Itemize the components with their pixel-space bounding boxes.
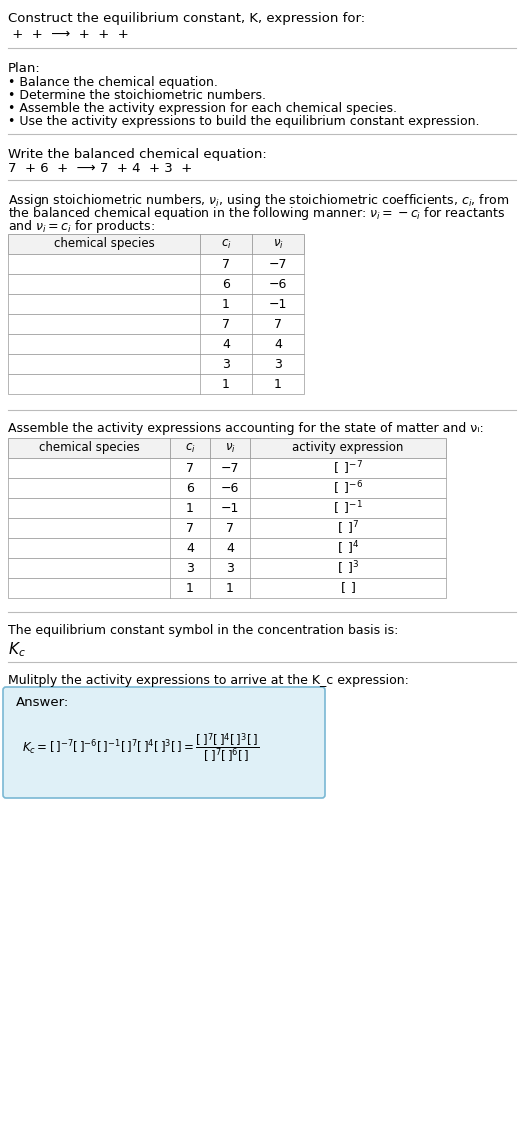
Text: $[\enspace]^{7}$: $[\enspace]^{7}$: [336, 519, 359, 536]
Text: • Use the activity expressions to build the equilibrium constant expression.: • Use the activity expressions to build …: [8, 115, 479, 128]
Bar: [8, 438, 446, 458]
Text: 7: 7: [222, 257, 230, 271]
Bar: [8, 558, 446, 578]
Text: 1: 1: [186, 581, 194, 595]
Bar: [8, 274, 304, 294]
Text: 1: 1: [226, 581, 234, 595]
Bar: [8, 374, 304, 394]
Text: 7: 7: [186, 522, 194, 534]
Text: The equilibrium constant symbol in the concentration basis is:: The equilibrium constant symbol in the c…: [8, 624, 398, 637]
Bar: [8, 314, 304, 334]
Text: $K_c = [\,]^{-7}[\,]^{-6}[\,]^{-1}[\,]^7[\,]^4[\,]^3[\,] = \dfrac{[\,]^7[\,]^4[\: $K_c = [\,]^{-7}[\,]^{-6}[\,]^{-1}[\,]^7…: [22, 732, 259, 764]
Text: • Assemble the activity expression for each chemical species.: • Assemble the activity expression for e…: [8, 102, 397, 115]
Text: Answer:: Answer:: [16, 695, 69, 709]
Text: $[\enspace]^{4}$: $[\enspace]^{4}$: [336, 540, 359, 557]
Bar: [8, 578, 446, 598]
Text: −6: −6: [221, 481, 239, 495]
Text: Write the balanced chemical equation:: Write the balanced chemical equation:: [8, 148, 267, 161]
Text: $[\enspace]$: $[\enspace]$: [340, 580, 356, 595]
Text: $c_i$: $c_i$: [184, 441, 195, 455]
Text: 3: 3: [222, 358, 230, 370]
Bar: [8, 334, 304, 355]
Text: Assign stoichiometric numbers, $\nu_i$, using the stoichiometric coefficients, $: Assign stoichiometric numbers, $\nu_i$, …: [8, 192, 509, 209]
Text: 4: 4: [186, 542, 194, 554]
Text: Plan:: Plan:: [8, 62, 41, 75]
Text: chemical species: chemical species: [39, 441, 139, 455]
Text: 7  + 6  +  ⟶ 7  + 4  + 3  +: 7 + 6 + ⟶ 7 + 4 + 3 +: [8, 161, 196, 175]
Text: 1: 1: [222, 377, 230, 391]
Text: −6: −6: [269, 278, 287, 290]
Text: the balanced chemical equation in the following manner: $\nu_i = -c_i$ for react: the balanced chemical equation in the fo…: [8, 205, 506, 222]
Text: −7: −7: [269, 257, 287, 271]
Text: 3: 3: [226, 561, 234, 575]
Text: 7: 7: [226, 522, 234, 534]
Text: 1: 1: [222, 298, 230, 310]
Text: 4: 4: [274, 338, 282, 350]
Bar: [8, 294, 304, 314]
Text: $K_c$: $K_c$: [8, 640, 26, 658]
Bar: [8, 458, 446, 478]
Text: Construct the equilibrium constant, K, expression for:: Construct the equilibrium constant, K, e…: [8, 12, 365, 25]
Bar: [8, 539, 446, 558]
Text: $[\enspace]^{-6}$: $[\enspace]^{-6}$: [333, 479, 363, 497]
Text: 4: 4: [226, 542, 234, 554]
Text: −1: −1: [269, 298, 287, 310]
Text: +  +  ⟶  +  +  +: + + ⟶ + + +: [8, 28, 133, 41]
Text: $\nu_i$: $\nu_i$: [272, 237, 283, 251]
Text: 7: 7: [222, 317, 230, 331]
Bar: [8, 234, 304, 254]
Text: 1: 1: [186, 501, 194, 515]
Bar: [8, 498, 446, 518]
Text: −7: −7: [221, 462, 239, 474]
Text: chemical species: chemical species: [53, 237, 155, 251]
Bar: [8, 518, 446, 539]
FancyBboxPatch shape: [3, 688, 325, 798]
Text: $c_i$: $c_i$: [221, 237, 232, 251]
Text: 7: 7: [274, 317, 282, 331]
Text: Assemble the activity expressions accounting for the state of matter and νᵢ:: Assemble the activity expressions accoun…: [8, 422, 484, 435]
Text: 6: 6: [186, 481, 194, 495]
Text: 1: 1: [274, 377, 282, 391]
Text: 6: 6: [222, 278, 230, 290]
Bar: [8, 254, 304, 274]
Text: 7: 7: [186, 462, 194, 474]
Text: 3: 3: [186, 561, 194, 575]
Text: activity expression: activity expression: [292, 441, 403, 455]
Text: $\nu_i$: $\nu_i$: [225, 441, 235, 455]
Bar: [8, 478, 446, 498]
Bar: [8, 355, 304, 374]
Text: 4: 4: [222, 338, 230, 350]
Text: • Determine the stoichiometric numbers.: • Determine the stoichiometric numbers.: [8, 89, 266, 102]
Text: Mulitply the activity expressions to arrive at the K_c expression:: Mulitply the activity expressions to arr…: [8, 674, 409, 688]
Text: $[\enspace]^{-1}$: $[\enspace]^{-1}$: [333, 499, 363, 517]
Text: −1: −1: [221, 501, 239, 515]
Text: $[\enspace]^{3}$: $[\enspace]^{3}$: [336, 559, 359, 577]
Text: 3: 3: [274, 358, 282, 370]
Text: $[\enspace]^{-7}$: $[\enspace]^{-7}$: [333, 460, 363, 476]
Text: and $\nu_i = c_i$ for products:: and $\nu_i = c_i$ for products:: [8, 218, 155, 235]
Text: • Balance the chemical equation.: • Balance the chemical equation.: [8, 76, 218, 89]
